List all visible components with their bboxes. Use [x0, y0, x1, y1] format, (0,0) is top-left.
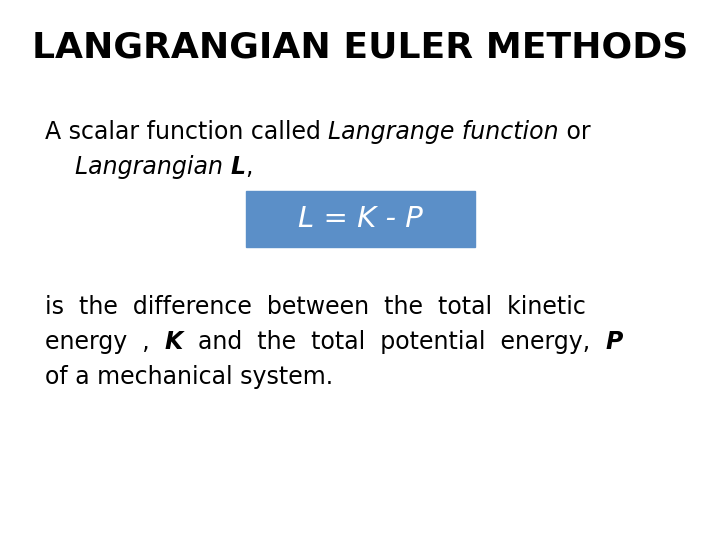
Text: and  the  total  potential  energy,: and the total potential energy,: [183, 330, 605, 354]
Text: is  the  difference  between  the  total  kinetic: is the difference between the total kine…: [45, 295, 586, 319]
Text: K: K: [165, 330, 183, 354]
Text: L: L: [230, 155, 246, 179]
Text: ,: ,: [246, 155, 253, 179]
Text: Langrangian: Langrangian: [75, 155, 230, 179]
Text: A scalar function called: A scalar function called: [45, 120, 328, 144]
Text: or: or: [559, 120, 590, 144]
Text: of a mechanical system.: of a mechanical system.: [45, 365, 333, 389]
Text: L = K - P: L = K - P: [297, 205, 423, 233]
FancyBboxPatch shape: [246, 191, 475, 247]
Text: P: P: [605, 330, 622, 354]
Text: Langrange function: Langrange function: [328, 120, 559, 144]
Text: energy  ,: energy ,: [45, 330, 165, 354]
Text: LANGRANGIAN EULER METHODS: LANGRANGIAN EULER METHODS: [32, 30, 688, 64]
